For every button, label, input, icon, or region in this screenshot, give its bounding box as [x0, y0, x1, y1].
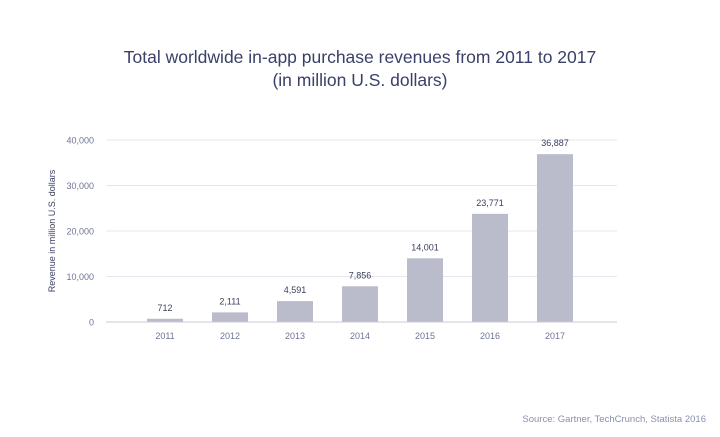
- data-label: 4,591: [284, 285, 307, 295]
- data-label: 712: [157, 303, 172, 313]
- x-tick-label: 2013: [285, 331, 305, 341]
- x-tick-label: 2017: [545, 331, 565, 341]
- data-label: 23,771: [476, 198, 504, 208]
- source-note: Source: Gartner, TechCrunch, Statista 20…: [522, 414, 706, 425]
- data-label: 14,001: [411, 242, 439, 252]
- data-label: 36,887: [541, 138, 569, 148]
- chart-title-block: Total worldwide in-app purchase revenues…: [0, 46, 720, 92]
- y-tick-label: 0: [89, 318, 94, 328]
- y-tick-label: 40,000: [66, 136, 94, 146]
- data-label: 7,856: [349, 270, 372, 280]
- bar: [407, 258, 443, 322]
- x-tick-label: 2012: [220, 331, 240, 341]
- y-tick-label: 20,000: [66, 227, 94, 237]
- x-tick-label: 2014: [350, 331, 370, 341]
- x-tick-label: 2011: [155, 331, 174, 341]
- x-tick-label: 2016: [480, 331, 500, 341]
- bar: [147, 318, 183, 322]
- bar: [537, 154, 573, 322]
- bar: [342, 286, 378, 322]
- y-tick-label: 10,000: [66, 272, 94, 282]
- y-tick-label: 30,000: [66, 181, 94, 191]
- y-axis-title: Revenue in million U.S. dollars: [47, 169, 57, 292]
- bar: [212, 312, 248, 322]
- x-tick-label: 2015: [415, 331, 435, 341]
- bar: [472, 213, 508, 322]
- bar: [277, 301, 313, 322]
- chart-title: Total worldwide in-app purchase revenues…: [123, 47, 597, 67]
- data-label: 2,111: [219, 296, 240, 306]
- chart-subtitle: (in million U.S. dollars): [272, 70, 448, 90]
